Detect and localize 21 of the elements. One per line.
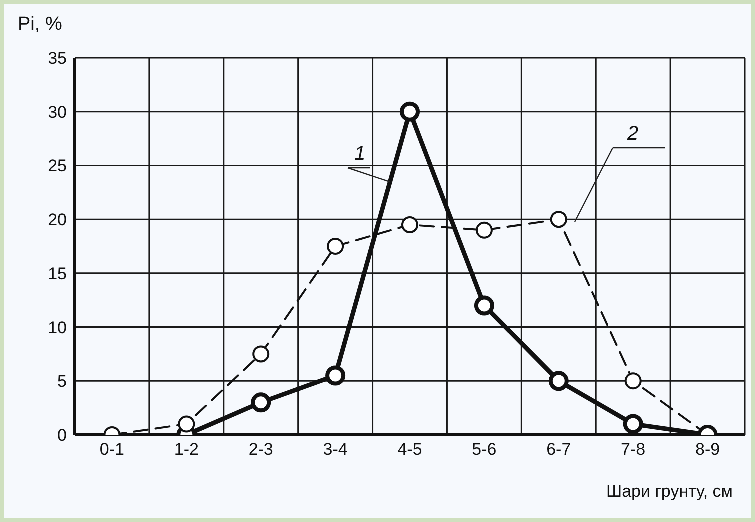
x-tick-label: 8-9 xyxy=(695,440,720,460)
y-tick-label: 20 xyxy=(48,210,67,230)
x-tick-label: 1-2 xyxy=(174,440,199,460)
series-label: 1 xyxy=(354,143,366,165)
x-tick-label: 0-1 xyxy=(100,440,125,460)
y-tick-label: 15 xyxy=(48,264,67,284)
y-tick-label: 35 xyxy=(48,49,67,68)
x-tick-label: 6-7 xyxy=(546,440,572,460)
y-tick-label: 30 xyxy=(48,102,67,122)
x-tick-label: 7-8 xyxy=(621,440,646,460)
x-tick-label: 3-4 xyxy=(323,440,348,460)
x-tick-label: 2-3 xyxy=(248,440,274,460)
y-tick-label: 25 xyxy=(48,156,67,176)
text: 2 xyxy=(626,123,639,145)
y-tick-label: 10 xyxy=(48,318,67,338)
y-tick-label: 5 xyxy=(58,372,67,392)
x-tick-label: 5-6 xyxy=(472,440,497,460)
x-axis-title: Шари грунту, см xyxy=(606,482,733,502)
y-axis-title: Pi, % xyxy=(18,14,62,36)
x-tick-label: 4-5 xyxy=(398,440,422,460)
y-tick-label: 0 xyxy=(58,426,67,446)
